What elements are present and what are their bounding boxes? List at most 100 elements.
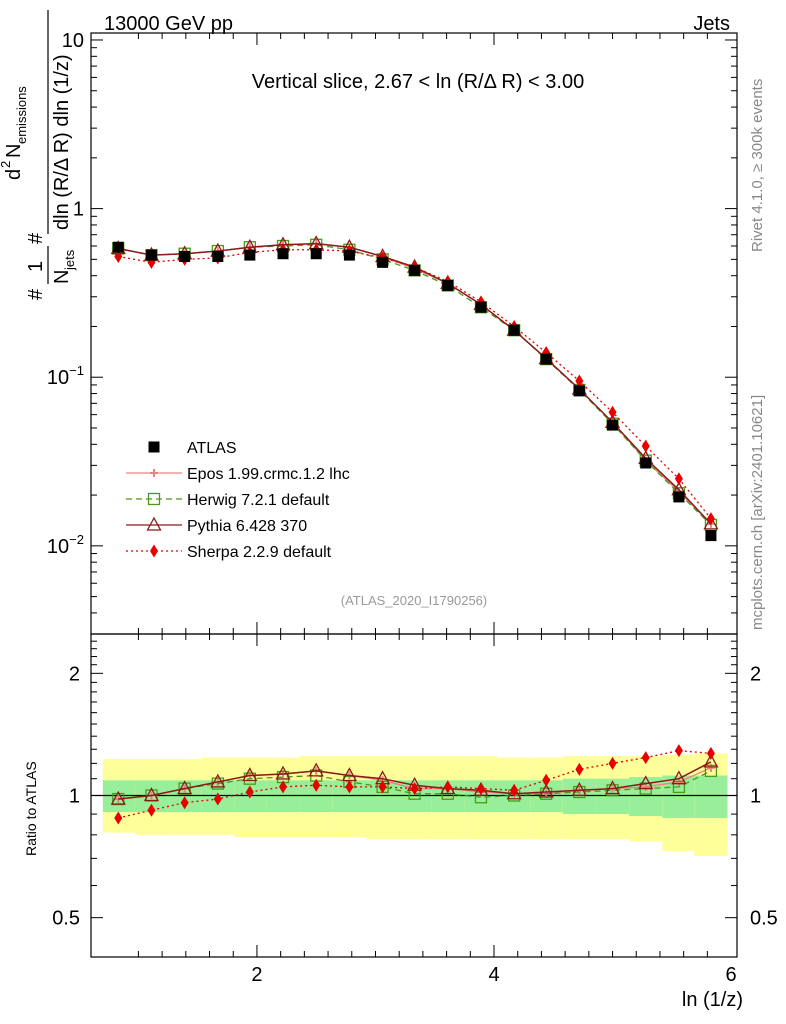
ylabel-frac-den: N [51,270,73,284]
ratio-point-3 [510,783,519,797]
x-tick-label: 2 [251,964,262,986]
ratio-point-2 [308,762,324,777]
point-0 [377,256,389,268]
point-0 [607,419,619,431]
point-4 [147,255,156,269]
main-y-label: # 1 N jets # d 2 N emissions dln (R/Δ R)… [0,10,77,300]
ratio-series-layer [110,744,719,825]
point-4 [641,439,650,453]
legend-label: Sherpa 2.2.9 default [187,544,332,561]
legend-marker [146,516,162,531]
ratio-point-3 [575,762,584,776]
point-0 [673,491,685,503]
ratio-point-2 [143,787,160,802]
main-watermark: (ATLAS_2020_I1790256) [341,593,487,608]
point-4 [706,512,715,526]
point-0 [277,248,289,260]
ratio-point-3 [443,780,452,794]
y-tick-label: 0.5 [52,908,80,930]
ratio-point-1 [606,784,619,797]
main-axis-frame: 10 1 10−1 10−2 [47,30,738,635]
ratio-point-2 [538,783,554,798]
point-4 [674,472,683,486]
ylabel-nemis-sub: emissions [14,86,29,144]
point-0 [640,457,652,469]
ratio-point-1 [540,787,553,800]
ylabel-frac-num: 1 [25,261,47,272]
ratio-point-1 [704,764,718,778]
main-legend: ATLAS Epos 1.99.crmc.1.2 lhc Herwig 7.2.1 … [126,440,350,561]
x-tick-label: 6 [726,964,737,986]
ratio-point-3 [180,796,189,810]
ratio-point-3 [147,803,156,817]
ratio-axis-frame: 2 4 6 2 1 0.5 2 1 0.5 [52,633,778,986]
point-0 [112,241,124,253]
legend-marker [150,469,158,477]
header-analysis-label: Jets [693,13,730,35]
point-0 [244,249,256,261]
ratio-point-2 [275,765,291,780]
ratio-point-3 [542,773,551,787]
legend-label: ATLAS [187,440,237,457]
x-axis-label: ln (1/z) [682,989,743,1011]
rivet-label: Rivet 4.1.0, ≥ 300k events [749,79,766,252]
ratio-point-3 [378,780,387,794]
point-0 [310,248,322,260]
ratio-point-2 [604,780,621,795]
ratio-point-2 [110,790,126,805]
legend-label: Herwig 7.2.1 default [187,492,330,509]
y-tick-label-right: 0.5 [750,908,778,930]
ratio-point-3 [279,780,288,794]
legend-marker [147,492,161,506]
ratio-point-2 [506,785,522,800]
y-tick-label-right: 1 [750,786,761,808]
point-0 [705,530,717,542]
ylabel-d2: d [3,169,25,180]
ratio-point-3 [641,751,650,765]
main-title: Vertical slice, 2.67 < ln (R/Δ R) < 3.00 [252,71,584,93]
point-4 [608,405,617,419]
ylabel-frac-den-sub: jets [62,249,77,271]
ylabel-nemis: N [3,144,25,158]
ratio-point-3 [674,744,683,758]
point-0 [540,353,552,365]
y-tick-label: 1 [73,199,84,221]
ratio-point-2 [571,781,587,796]
point-0 [442,279,454,291]
ratio-point-2 [638,775,654,790]
point-0 [409,264,421,276]
ratio-point-3 [608,756,617,770]
ratio-point-2 [177,780,193,795]
ratio-point-2 [242,767,258,782]
point-4 [575,374,584,388]
ratio-uncertainty-bands [102,753,728,856]
point-0 [508,324,520,336]
main-series-layer [110,235,719,542]
y-tick-label: 10−2 [47,532,84,558]
y-tick-label: 10 [62,30,84,52]
point-0 [343,249,355,261]
mcplots-label: mcplots.cern.ch [arXiv:2401.10621] [749,395,766,630]
legend-marker [148,441,160,453]
y-tick-label-right: 2 [750,663,761,685]
ratio-point-3 [476,782,485,796]
legend-label: Epos 1.99.crmc.1.2 lhc [187,466,350,483]
ylabel-den-text: dln (R/Δ R) dln (1/z) [51,54,73,230]
ratio-point-3 [410,782,419,796]
ratio-point-2 [703,753,719,768]
ylabel-hash2: # [25,232,47,244]
y-tick-label: 1 [69,786,80,808]
point-0 [573,385,585,397]
ylabel-hash1: # [25,288,47,300]
y-tick-label: 10−1 [47,363,84,389]
ratio-point-3 [345,780,354,794]
point-3 [703,515,719,530]
ratio-point-2 [671,770,687,785]
y-tick-label: 2 [69,663,80,685]
point-0 [212,250,224,262]
point-4 [114,249,123,263]
ratio-point-3 [114,811,123,825]
point-0 [179,250,191,262]
ratio-point-3 [213,792,222,806]
